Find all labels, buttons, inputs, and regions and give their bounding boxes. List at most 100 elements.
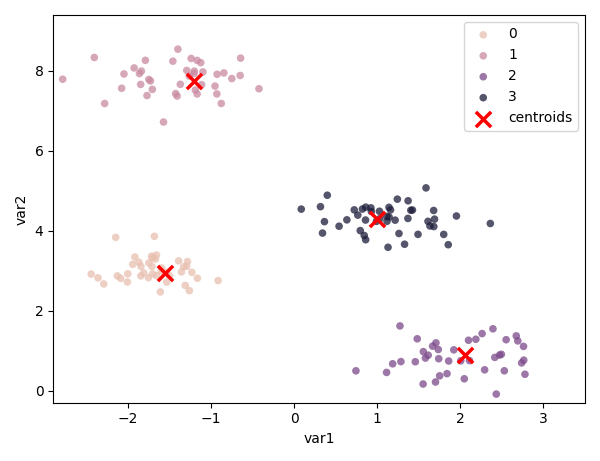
3 (382, 213, 392, 220)
3 (355, 227, 365, 234)
1 (212, 90, 221, 98)
3 (320, 218, 329, 225)
1 (198, 68, 208, 76)
3 (361, 203, 371, 211)
1 (197, 81, 206, 88)
1 (117, 84, 127, 92)
3 (358, 205, 367, 213)
3 (375, 215, 385, 222)
0 (86, 271, 96, 278)
2 (456, 357, 466, 365)
0 (113, 272, 122, 279)
3 (367, 208, 376, 215)
3 (421, 184, 431, 192)
3 (382, 218, 392, 225)
3 (353, 212, 362, 219)
0 (151, 255, 160, 263)
1 (217, 100, 226, 107)
0 (157, 267, 166, 275)
0 (147, 263, 157, 270)
3 (361, 236, 370, 243)
3 (383, 243, 393, 251)
3 (296, 206, 306, 213)
1 (193, 90, 202, 98)
3 (374, 207, 384, 215)
0 (149, 233, 159, 240)
0 (111, 234, 121, 241)
0 (139, 269, 148, 277)
0 (181, 282, 190, 289)
3 (452, 213, 461, 220)
1 (191, 86, 200, 94)
0 (174, 257, 184, 265)
2 (410, 358, 420, 366)
3 (392, 195, 402, 203)
1 (142, 92, 152, 99)
2 (478, 330, 487, 337)
3 (366, 204, 376, 212)
0 (93, 274, 103, 282)
0 (144, 259, 154, 266)
0 (136, 272, 146, 279)
Y-axis label: var2: var2 (15, 193, 29, 225)
1 (140, 57, 150, 64)
2 (471, 336, 481, 343)
0 (162, 278, 172, 286)
0 (193, 275, 202, 282)
2 (431, 339, 441, 347)
0 (182, 263, 191, 270)
3 (334, 223, 344, 230)
2 (520, 371, 530, 378)
1 (134, 70, 144, 77)
1 (159, 118, 169, 126)
2 (412, 335, 422, 343)
0 (143, 274, 153, 281)
2 (497, 351, 506, 358)
2 (428, 343, 437, 350)
3 (316, 203, 325, 210)
2 (419, 348, 428, 355)
3 (359, 232, 369, 239)
3 (429, 223, 439, 230)
0 (134, 259, 143, 266)
X-axis label: var1: var1 (304, 432, 335, 446)
1 (136, 81, 145, 88)
3 (439, 230, 449, 238)
3 (318, 230, 328, 237)
1 (219, 69, 229, 77)
0 (165, 272, 175, 279)
1 (187, 55, 196, 62)
0 (122, 278, 132, 286)
3 (361, 216, 370, 224)
2 (434, 355, 443, 362)
1 (236, 54, 245, 62)
0 (123, 270, 133, 278)
3 (423, 218, 433, 225)
2 (519, 356, 529, 364)
1 (212, 71, 222, 78)
2 (519, 343, 529, 350)
3 (443, 241, 453, 248)
1 (254, 85, 264, 93)
3 (429, 207, 439, 214)
2 (517, 359, 526, 366)
2 (511, 332, 521, 340)
2 (490, 354, 500, 361)
0 (162, 269, 172, 276)
3 (371, 218, 381, 225)
1 (193, 57, 202, 64)
1 (168, 58, 178, 65)
1 (235, 72, 245, 79)
1 (182, 67, 191, 74)
2 (488, 325, 498, 332)
1 (100, 100, 109, 107)
3 (400, 241, 409, 248)
2 (491, 390, 501, 398)
2 (460, 375, 469, 383)
1 (176, 81, 185, 88)
Point (460, 351, 469, 359)
3 (386, 206, 395, 213)
3 (413, 230, 423, 238)
1 (190, 67, 199, 75)
1 (137, 67, 146, 75)
